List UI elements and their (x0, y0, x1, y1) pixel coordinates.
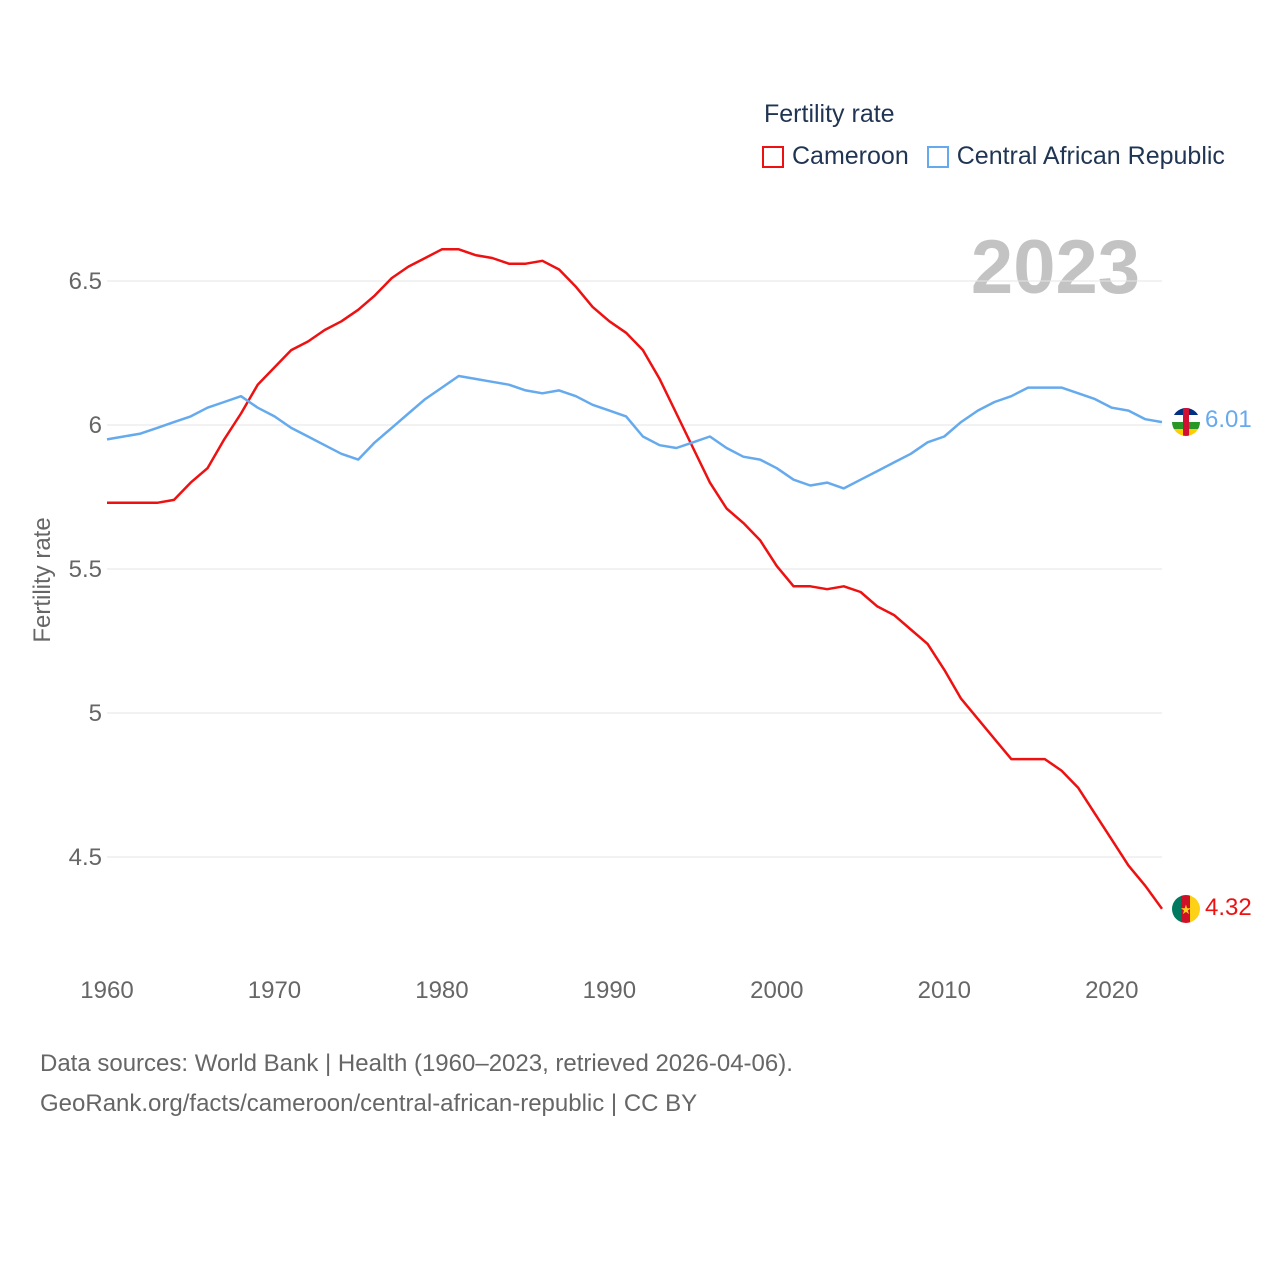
legend-swatch-cameroon (762, 145, 784, 168)
current-year-display: 2023 (970, 225, 1140, 310)
legend-item-cameroon[interactable]: Cameroon (762, 142, 909, 171)
x-tick-label: 1960 (80, 977, 133, 1004)
central-african-republic-flag-icon (1172, 408, 1200, 436)
x-tick-label: 1990 (583, 977, 636, 1004)
y-tick-label: 5.5 (69, 556, 102, 583)
series-line-central-african-republic[interactable] (106, 374, 1163, 490)
y-tick-label: 5 (89, 700, 102, 727)
grid-lines (107, 280, 1162, 858)
cameroon-end-value: 4.32 (1205, 894, 1252, 921)
y-axis-ticks: 4.5 5 5.5 6 6.5 (69, 268, 102, 871)
footer: Data sources: World Bank | Health (1960–… (40, 1044, 793, 1124)
x-tick-label: 2000 (750, 977, 803, 1004)
data-sources-text: Data sources: World Bank | Health (1960–… (40, 1050, 793, 1077)
legend-label-cameroon: Cameroon (792, 142, 909, 170)
x-tick-label: 1970 (248, 977, 301, 1004)
legend-item-central-african-republic[interactable]: Central African Republic (926, 142, 1225, 171)
central-african-republic-end-value: 6.01 (1205, 406, 1252, 433)
cameroon-flag-icon: ★ (1172, 895, 1200, 923)
x-tick-label: 2010 (918, 977, 971, 1004)
legend-swatch-central-african-republic (926, 145, 949, 168)
x-tick-label: 2020 (1085, 977, 1138, 1004)
svg-text:★: ★ (1180, 903, 1192, 918)
y-axis-title: Fertility rate (29, 517, 56, 642)
y-tick-label: 6.5 (69, 268, 102, 295)
fertility-rate-chart: 4.5 5 5.5 6 6.5 1960 1970 1980 1990 2000 2010 2020… (29, 248, 1252, 1004)
y-tick-label: 4.5 (69, 844, 102, 871)
source-url-text: GeoRank.org/facts/cameroon/central-afric… (40, 1090, 698, 1117)
legend-title: Fertility rate (764, 100, 895, 128)
y-tick-label: 6 (89, 412, 102, 439)
series-line-cameroon[interactable] (107, 248, 1164, 910)
legend-label-central-african-republic: Central African Republic (956, 142, 1225, 170)
legend: Cameroon Central African Republic (762, 142, 1243, 171)
x-tick-label: 1980 (415, 977, 468, 1004)
series-lines (106, 248, 1164, 910)
x-axis-ticks: 1960 1970 1980 1990 2000 2010 2020 (80, 977, 1138, 1004)
series-end-markers: ★ (1172, 408, 1200, 923)
